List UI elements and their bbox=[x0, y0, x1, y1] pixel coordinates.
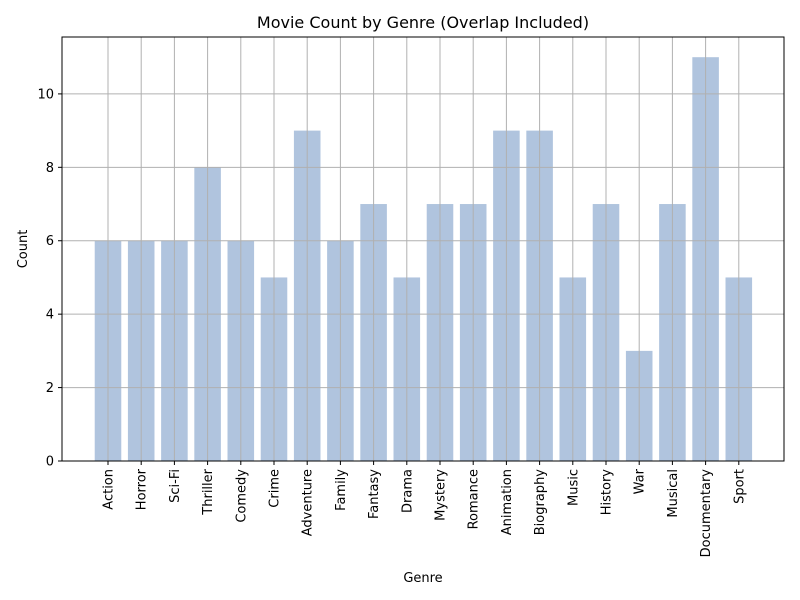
x-tick-label: Mystery bbox=[434, 469, 449, 521]
x-tick-label: Sport bbox=[732, 469, 747, 504]
y-tick-label: 8 bbox=[46, 161, 54, 176]
y-tick-label: 0 bbox=[46, 455, 54, 470]
x-tick-label: Music bbox=[566, 469, 581, 506]
y-tick-label: 10 bbox=[37, 87, 54, 102]
x-tick-label: Documentary bbox=[699, 469, 714, 558]
y-axis-label: Count bbox=[16, 230, 31, 269]
x-tick-label: War bbox=[633, 468, 648, 494]
x-axis-label: Genre bbox=[403, 571, 442, 586]
x-tick-label: Sci-Fi bbox=[168, 469, 183, 503]
x-tick-label: Fantasy bbox=[367, 469, 382, 519]
y-tick-label: 4 bbox=[46, 308, 54, 323]
x-tick-label: History bbox=[600, 469, 615, 516]
x-tick-label: Thriller bbox=[201, 468, 216, 515]
x-tick-label: Crime bbox=[268, 469, 283, 508]
x-tick-label: Musical bbox=[666, 469, 681, 518]
y-tick-label: 2 bbox=[46, 381, 54, 396]
chart-title: Movie Count by Genre (Overlap Included) bbox=[257, 13, 589, 32]
plot-frame bbox=[61, 36, 785, 462]
x-tick-label: Comedy bbox=[234, 469, 249, 523]
x-tick-label: Action bbox=[102, 469, 117, 510]
x-tick-label: Family bbox=[334, 469, 349, 511]
x-tick-label: Horror bbox=[135, 468, 150, 510]
tick-layer: 0 2 4 6 8 10 Action Horror Sci-Fi Thriller Comedy C… bbox=[37, 87, 747, 557]
x-tick-label: Biography bbox=[533, 469, 548, 536]
x-tick-label: Drama bbox=[400, 469, 415, 513]
x-tick-label: Romance bbox=[467, 469, 482, 529]
y-tick-label: 6 bbox=[46, 234, 54, 249]
bar-layer bbox=[94, 57, 753, 461]
x-tick-label: Animation bbox=[500, 469, 515, 535]
x-tick-label: Adventure bbox=[301, 469, 316, 536]
